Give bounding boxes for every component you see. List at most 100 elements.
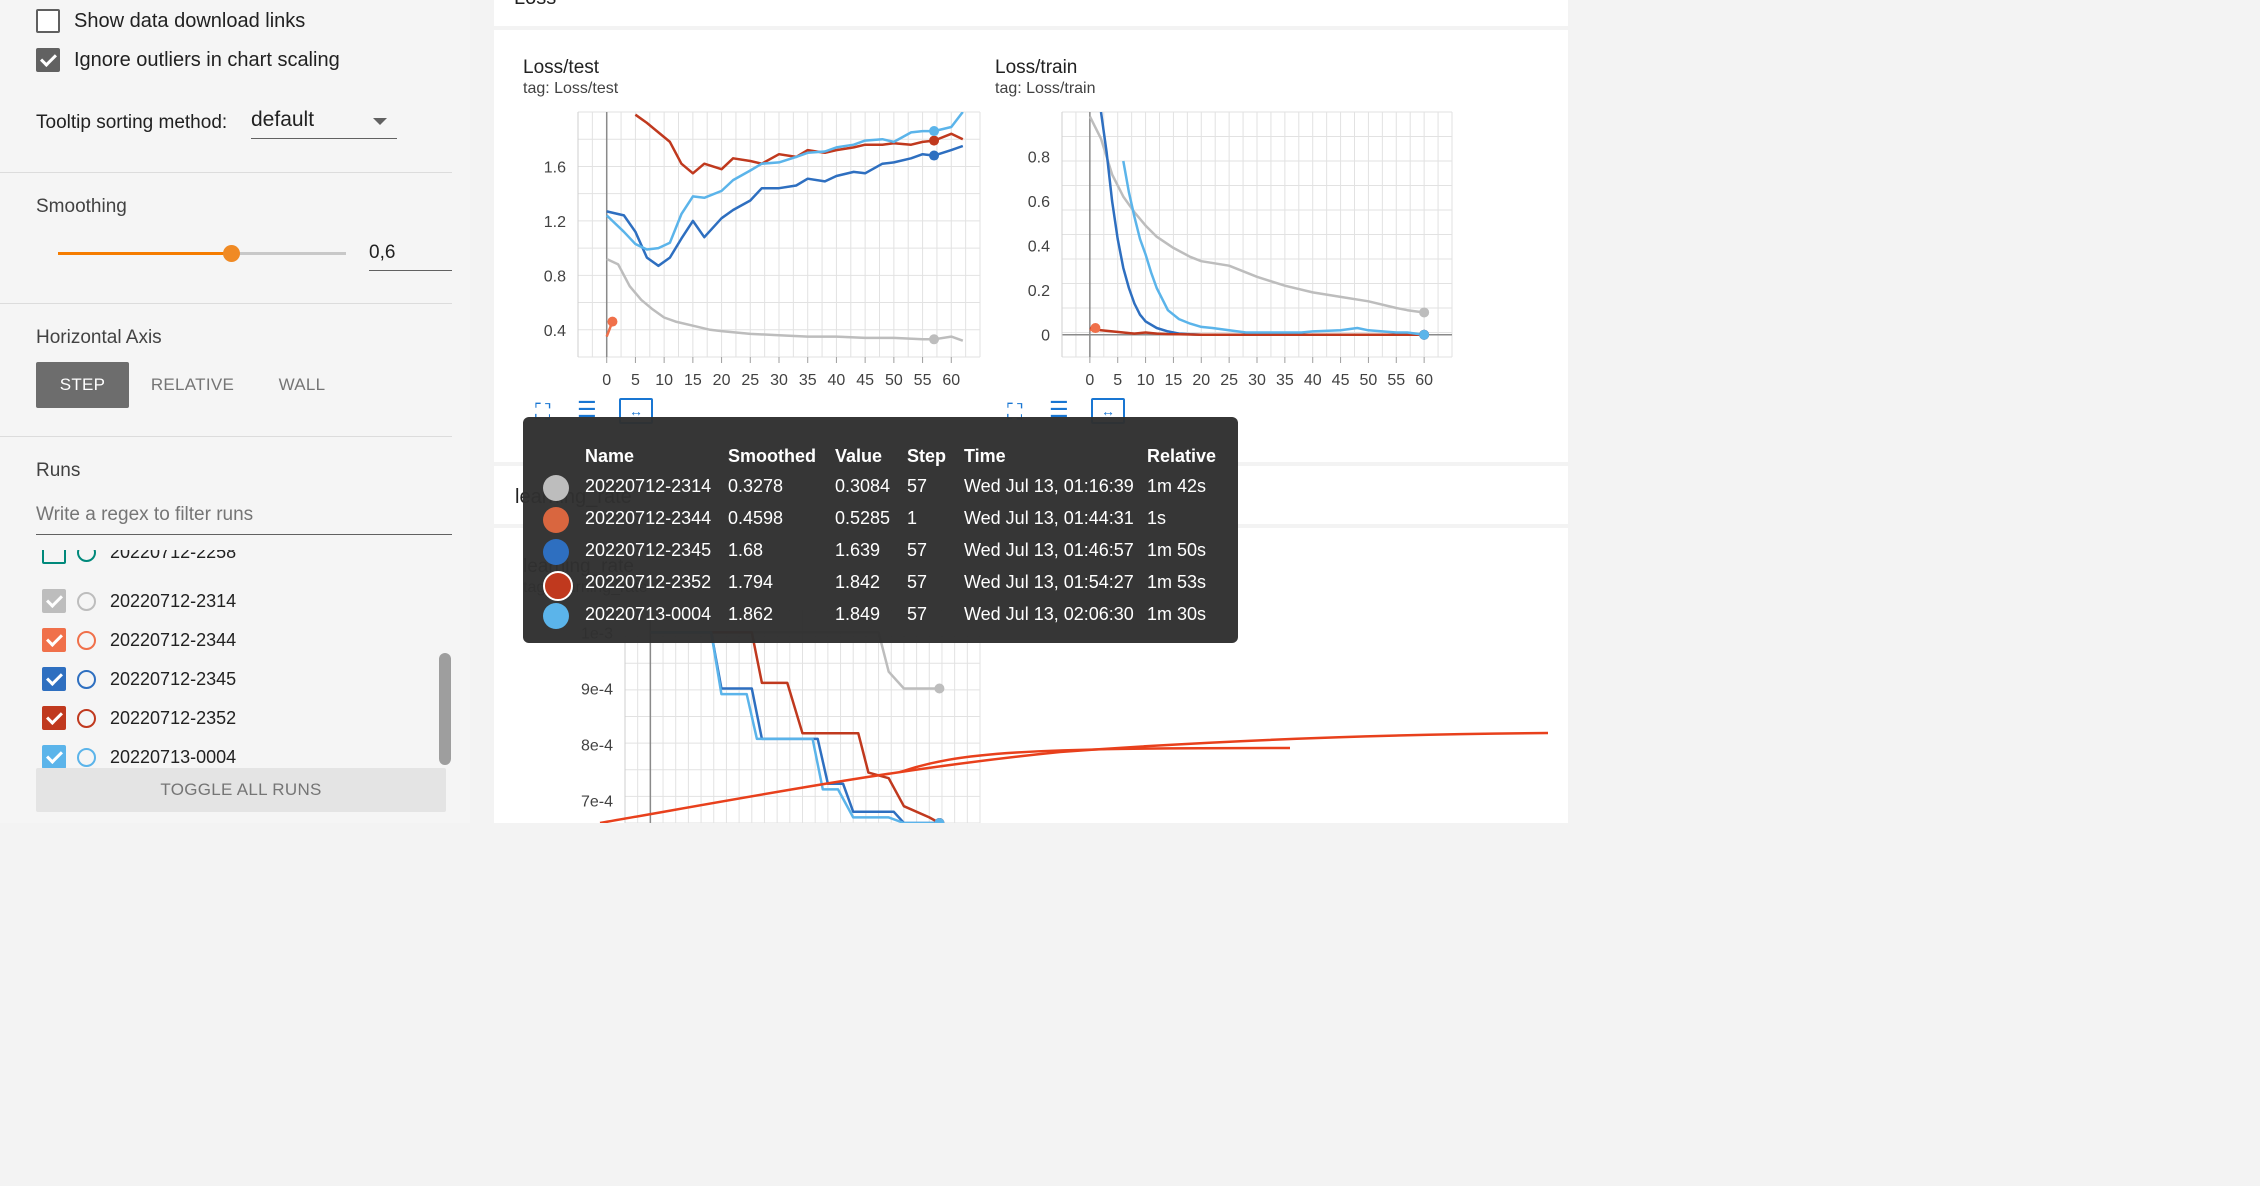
run-item[interactable]: 20220713-0004 <box>42 745 236 769</box>
chart-tag: tag: Loss/train <box>995 80 1096 97</box>
smoothing-value: 0,6 <box>369 242 396 263</box>
show-download-links-option[interactable]: Show data download links <box>36 9 305 33</box>
tooltip-cell-time: Wed Jul 13, 01:54:27 <box>964 572 1134 592</box>
smoothing-title: Smoothing <box>36 196 127 217</box>
run-checkbox[interactable] <box>42 628 66 652</box>
tooltip-cell-name: 20220712-2344 <box>585 508 712 528</box>
tooltip-cell-time: Wed Jul 13, 01:44:31 <box>964 508 1134 528</box>
run-checkbox[interactable] <box>42 745 66 769</box>
run-item[interactable]: 20220712-2352 <box>42 706 236 730</box>
run-name: 20220712-2344 <box>110 629 237 650</box>
tooltip-cell-step: 57 <box>907 476 928 496</box>
tooltip-cell-relative: 1m 53s <box>1147 572 1207 592</box>
smoothing-slider-fill <box>58 252 231 255</box>
tooltip-cell-smoothed: 1.68 <box>728 540 764 560</box>
runs-list: 20220712-2258 20220712-2314 20220712-2344 2… <box>0 550 452 775</box>
run-checkbox[interactable] <box>42 589 66 613</box>
run-name: 20220712-2314 <box>110 590 237 611</box>
tooltip-cell-name: 20220713-0004 <box>585 604 712 624</box>
tooltip-run-color-dot <box>543 507 569 533</box>
axis-wall-button[interactable]: WALL <box>278 375 326 394</box>
run-color-picker[interactable] <box>77 630 96 650</box>
axis-step-button[interactable]: STEP <box>36 362 129 408</box>
run-color-picker[interactable] <box>77 669 96 689</box>
run-item[interactable]: 20220712-2314 <box>42 589 236 613</box>
loss-section-header[interactable]: Loss <box>494 0 1568 26</box>
tooltip-cell-value: 1.639 <box>835 540 881 560</box>
tooltip-cell-smoothed: 1.862 <box>728 604 774 624</box>
tooltip-cell-step: 1 <box>907 508 918 528</box>
tooltip-header-value: Value <box>835 446 883 466</box>
tooltip-cell-relative: 1m 30s <box>1147 604 1207 624</box>
runs-scrollbar[interactable] <box>439 653 451 765</box>
chart-title: Loss/test <box>523 57 600 78</box>
axis-relative-button[interactable]: RELATIVE <box>150 375 235 394</box>
run-color-picker[interactable] <box>77 708 96 728</box>
run-checkbox[interactable] <box>42 706 66 730</box>
tooltip-cell-time: Wed Jul 13, 01:46:57 <box>964 540 1134 560</box>
tooltip-sorting-select[interactable]: default <box>251 104 397 139</box>
tooltip-cell-value: 1.849 <box>835 604 881 624</box>
tooltip-cell-name: 20220712-2345 <box>585 540 712 560</box>
tooltip-header-name: Name <box>585 446 635 466</box>
tooltip-run-color-dot <box>543 603 569 629</box>
tooltip-cell-name: 20220712-2352 <box>585 572 712 592</box>
smoothing-slider-thumb[interactable] <box>222 245 240 262</box>
run-color-picker[interactable] <box>77 591 96 611</box>
ignore-outliers-label: Ignore outliers in chart scaling <box>74 48 340 71</box>
run-checkbox[interactable] <box>42 667 66 691</box>
tooltip-cell-step: 57 <box>907 540 928 560</box>
divider <box>0 303 452 304</box>
tooltip-header-time: Time <box>964 446 1006 466</box>
tooltip-header-relative: Relative <box>1147 446 1217 466</box>
tooltip-header-step: Step <box>907 446 947 466</box>
tooltip-run-color-dot <box>543 475 569 501</box>
tooltip-run-color-dot <box>543 539 569 565</box>
tooltip-cell-value: 1.842 <box>835 572 881 592</box>
run-name: 20220712-2345 <box>110 668 237 689</box>
tooltip-cell-name: 20220712-2314 <box>585 476 712 496</box>
tooltip-header-smoothed: Smoothed <box>728 446 816 466</box>
tooltip-cell-value: 0.3084 <box>835 476 891 496</box>
tooltip-cell-relative: 1m 42s <box>1147 476 1207 496</box>
tooltip-cell-relative: 1m 50s <box>1147 540 1207 560</box>
ignore-outliers-checkbox[interactable] <box>36 48 60 72</box>
tooltip-cell-time: Wed Jul 13, 01:16:39 <box>964 476 1134 496</box>
tooltip-cell-step: 57 <box>907 572 928 592</box>
runs-title: Runs <box>36 460 81 481</box>
sidebar: Show data download links Ignore outliers… <box>0 0 470 823</box>
run-name: 20220712-2258 <box>110 550 237 562</box>
divider <box>0 436 452 437</box>
run-color-picker[interactable] <box>77 550 96 562</box>
smoothing-input[interactable]: 0,6 <box>369 238 452 271</box>
run-checkbox[interactable] <box>42 550 66 564</box>
run-item[interactable]: 20220712-2345 <box>42 667 236 691</box>
run-color-picker[interactable] <box>77 747 96 767</box>
chart-tooltip: Name Smoothed Value Step Time Relative 2… <box>523 417 1238 643</box>
divider <box>0 172 452 173</box>
tooltip-cell-value: 0.5285 <box>835 508 891 528</box>
smoothing-slider[interactable] <box>58 245 346 262</box>
toggle-log-scale-icon[interactable]: ☰ <box>577 397 597 422</box>
chart-tag: tag: Loss/test <box>523 80 619 97</box>
run-name: 20220712-2352 <box>110 707 237 728</box>
loss-section-title: Loss <box>514 0 556 10</box>
tooltip-cell-time: Wed Jul 13, 02:06:30 <box>964 604 1134 624</box>
show-download-links-label: Show data download links <box>74 9 306 32</box>
tooltip-cell-smoothed: 0.3278 <box>728 476 784 496</box>
tooltip-cell-step: 57 <box>907 604 928 624</box>
run-name: 20220713-0004 <box>110 746 237 767</box>
toggle-log-scale-icon[interactable]: ☰ <box>1049 397 1069 422</box>
chart-title: Loss/train <box>995 57 1078 78</box>
show-download-links-checkbox[interactable] <box>36 9 60 33</box>
dropdown-arrow-icon <box>373 118 387 125</box>
tooltip-run-color-dot <box>543 571 573 601</box>
ignore-outliers-option[interactable]: Ignore outliers in chart scaling <box>36 48 340 72</box>
run-item[interactable]: 20220712-2344 <box>42 628 236 652</box>
toggle-all-runs-button[interactable]: TOGGLE ALL RUNS <box>36 768 446 812</box>
runs-filter-input[interactable]: Write a regex to filter runs <box>36 498 452 535</box>
horizontal-axis-title: Horizontal Axis <box>36 327 162 348</box>
runs-filter-placeholder: Write a regex to filter runs <box>36 504 254 525</box>
run-item[interactable]: 20220712-2258 <box>42 550 236 564</box>
tooltip-cell-smoothed: 0.4598 <box>728 508 784 528</box>
